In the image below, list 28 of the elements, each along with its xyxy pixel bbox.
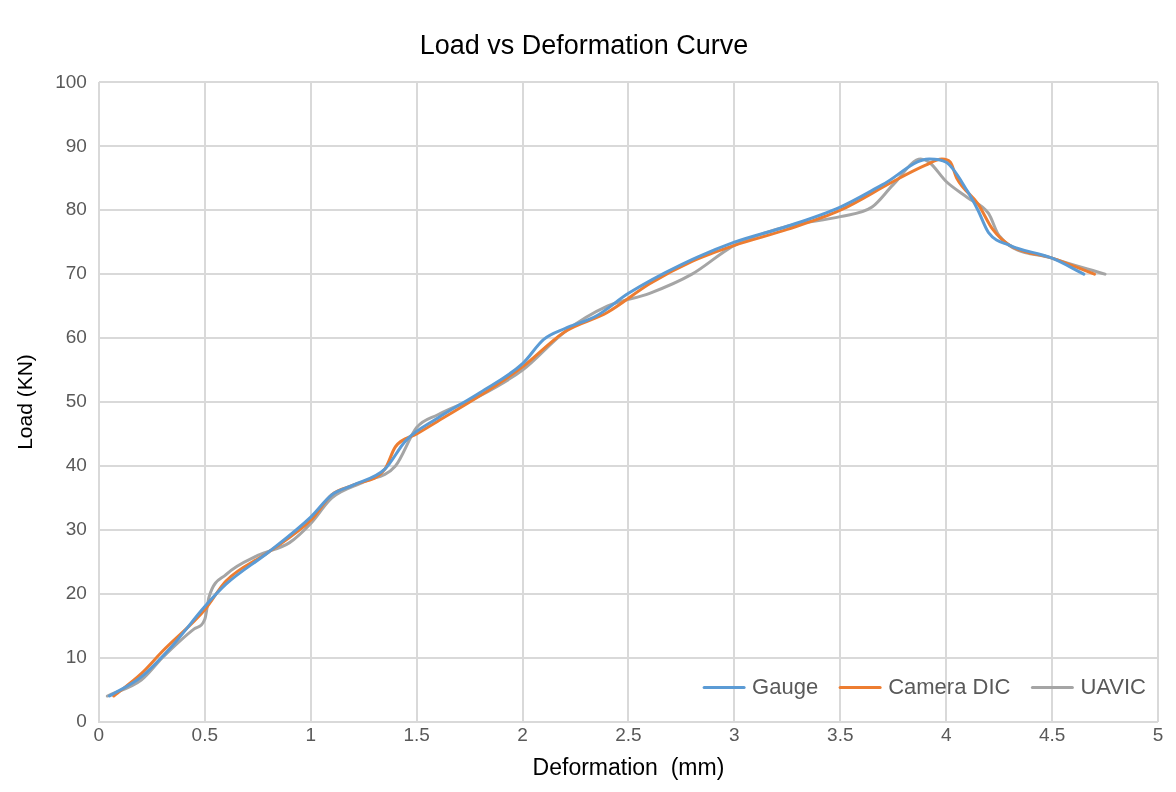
y-tick-label: 70	[65, 262, 87, 284]
y-tick-label: 20	[65, 581, 87, 603]
x-tick-label: 2.5	[615, 724, 642, 746]
x-tick-label: 4.5	[1038, 724, 1066, 746]
x-axis-title: Deformation (mm)	[532, 753, 725, 780]
y-tick-label: 60	[65, 326, 87, 348]
y-tick-label: 40	[65, 454, 87, 476]
x-tick-label: 3.5	[827, 724, 854, 746]
legend-label: Camera DIC	[888, 673, 1011, 699]
y-tick-label: 50	[65, 390, 87, 412]
legend-label: UAVIC	[1080, 673, 1147, 699]
y-tick-label: 100	[55, 70, 87, 92]
x-tick-label: 0	[93, 724, 105, 746]
x-tick-label: 2	[517, 724, 528, 746]
x-tick-label: 0.5	[191, 724, 219, 746]
y-tick-label: 10	[65, 645, 87, 667]
y-tick-label: 90	[65, 134, 87, 156]
y-tick-label: 80	[65, 198, 87, 220]
x-tick-label: 3	[729, 724, 740, 746]
chart-title: Load vs Deformation Curve	[419, 29, 749, 60]
x-tick-label: 1	[305, 724, 317, 746]
x-tick-label: 5	[1152, 724, 1164, 746]
x-tick-label: 4	[940, 724, 952, 746]
legend-label: Gauge	[752, 673, 819, 699]
y-axis-title: Load (KN)	[13, 354, 37, 450]
x-tick-label: 1.5	[403, 724, 430, 746]
y-tick-label: 30	[65, 518, 87, 540]
y-tick-label: 0	[76, 709, 87, 731]
